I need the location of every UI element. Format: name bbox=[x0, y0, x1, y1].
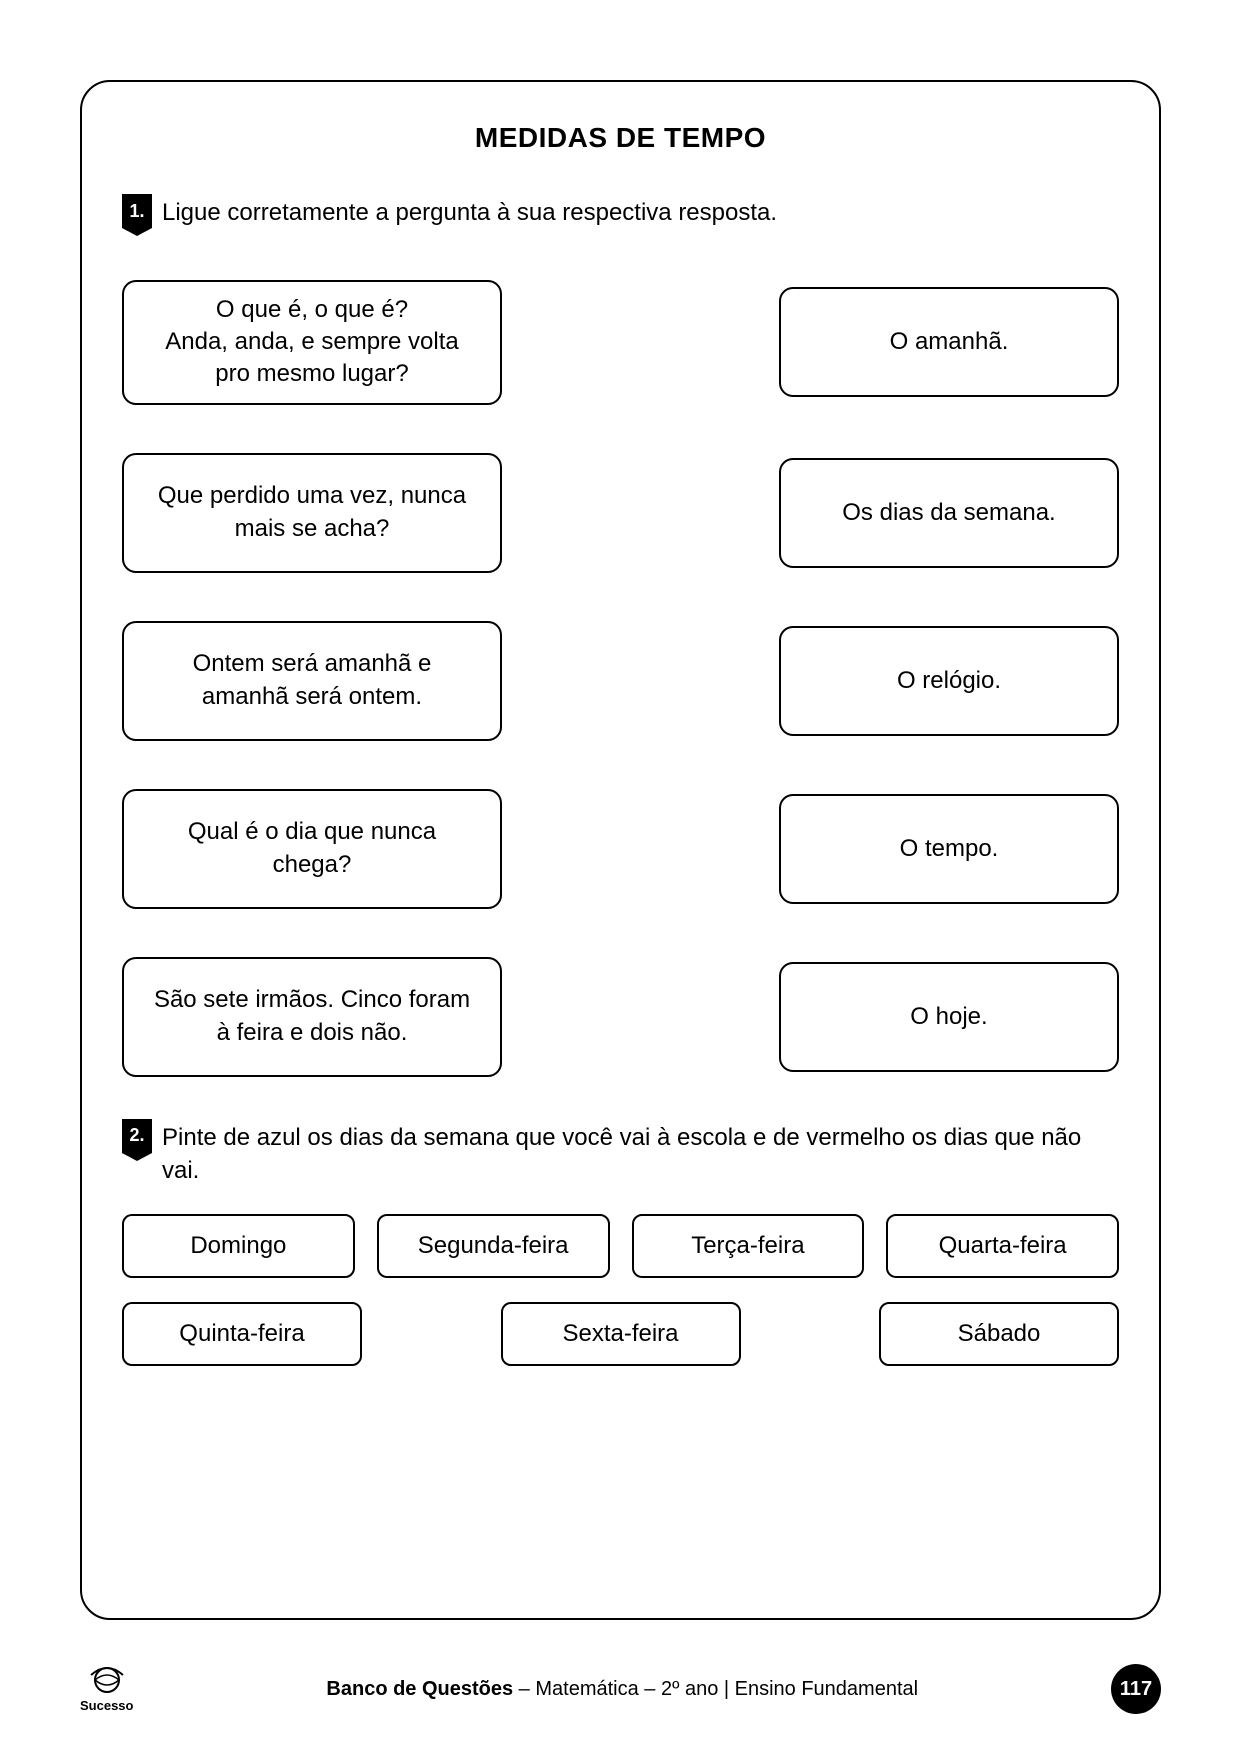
page-title: MEDIDAS DE TEMPO bbox=[122, 122, 1119, 154]
question-1: 1. Ligue corretamente a pergunta à sua r… bbox=[122, 194, 1119, 230]
page-number: 117 bbox=[1111, 1664, 1161, 1714]
answer-box[interactable]: O relógio. bbox=[779, 626, 1119, 736]
day-label: Quarta-feira bbox=[939, 1232, 1067, 1259]
question-number-badge: 2. bbox=[122, 1119, 152, 1153]
question-box-text: O que é, o que é?Anda, anda, e sempre vo… bbox=[165, 294, 459, 391]
footer-rest: – Matemática – 2º ano | Ensino Fundament… bbox=[513, 1678, 918, 1700]
publisher-logo: Sucesso bbox=[80, 1665, 133, 1713]
match-row: Qual é o dia que nuncachega? O tempo. bbox=[122, 789, 1119, 909]
matching-grid: O que é, o que é?Anda, anda, e sempre vo… bbox=[122, 280, 1119, 1077]
days-row-1: Domingo Segunda-feira Terça-feira Quarta… bbox=[122, 1214, 1119, 1278]
publisher-name: Sucesso bbox=[80, 1698, 133, 1713]
content-frame: MEDIDAS DE TEMPO 1. Ligue corretamente a… bbox=[80, 80, 1161, 1620]
question-box[interactable]: Qual é o dia que nuncachega? bbox=[122, 789, 502, 909]
answer-box-text: Os dias da semana. bbox=[842, 497, 1055, 529]
day-label: Sábado bbox=[958, 1320, 1041, 1347]
page-footer: Sucesso Banco de Questões – Matemática –… bbox=[80, 1664, 1161, 1714]
answer-box-text: O tempo. bbox=[900, 833, 999, 865]
match-row: Ontem será amanhã eamanhã será ontem. O … bbox=[122, 621, 1119, 741]
question-box-text: Ontem será amanhã eamanhã será ontem. bbox=[193, 648, 432, 713]
days-row-2: Quinta-feira Sexta-feira Sábado bbox=[122, 1302, 1119, 1366]
question-box[interactable]: O que é, o que é?Anda, anda, e sempre vo… bbox=[122, 280, 502, 405]
question-box-text: Que perdido uma vez, nuncamais se acha? bbox=[158, 480, 466, 545]
question-1-text: Ligue corretamente a pergunta à sua resp… bbox=[162, 194, 777, 230]
answer-box-text: O amanhã. bbox=[890, 326, 1009, 358]
answer-box[interactable]: O hoje. bbox=[779, 962, 1119, 1072]
footer-bold: Banco de Questões bbox=[326, 1678, 513, 1700]
day-box[interactable]: Quinta-feira bbox=[122, 1302, 362, 1366]
day-box[interactable]: Domingo bbox=[122, 1214, 355, 1278]
answer-box[interactable]: Os dias da semana. bbox=[779, 458, 1119, 568]
answer-box-text: O hoje. bbox=[910, 1001, 987, 1033]
question-box[interactable]: Ontem será amanhã eamanhã será ontem. bbox=[122, 621, 502, 741]
match-row: Que perdido uma vez, nuncamais se acha? … bbox=[122, 453, 1119, 573]
day-label: Segunda-feira bbox=[418, 1232, 569, 1259]
day-label: Quinta-feira bbox=[179, 1320, 304, 1347]
globe-icon bbox=[89, 1665, 125, 1698]
answer-box[interactable]: O tempo. bbox=[779, 794, 1119, 904]
question-2: 2. Pinte de azul os dias da semana que v… bbox=[122, 1119, 1119, 1188]
question-box-text: Qual é o dia que nuncachega? bbox=[188, 816, 436, 881]
worksheet-page: MEDIDAS DE TEMPO 1. Ligue corretamente a… bbox=[0, 0, 1241, 1754]
question-box[interactable]: Que perdido uma vez, nuncamais se acha? bbox=[122, 453, 502, 573]
match-row: São sete irmãos. Cinco foramà feira e do… bbox=[122, 957, 1119, 1077]
answer-box-text: O relógio. bbox=[897, 665, 1001, 697]
day-box[interactable]: Segunda-feira bbox=[377, 1214, 610, 1278]
footer-caption: Banco de Questões – Matemática – 2º ano … bbox=[133, 1678, 1111, 1701]
match-row: O que é, o que é?Anda, anda, e sempre vo… bbox=[122, 280, 1119, 405]
question-number-badge: 1. bbox=[122, 194, 152, 228]
day-label: Sexta-feira bbox=[562, 1320, 678, 1347]
day-box[interactable]: Sexta-feira bbox=[501, 1302, 741, 1366]
day-box[interactable]: Sábado bbox=[879, 1302, 1119, 1366]
day-box[interactable]: Quarta-feira bbox=[886, 1214, 1119, 1278]
question-2-text: Pinte de azul os dias da semana que você… bbox=[162, 1119, 1119, 1188]
question-box[interactable]: São sete irmãos. Cinco foramà feira e do… bbox=[122, 957, 502, 1077]
day-box[interactable]: Terça-feira bbox=[632, 1214, 865, 1278]
day-label: Terça-feira bbox=[691, 1232, 804, 1259]
question-box-text: São sete irmãos. Cinco foramà feira e do… bbox=[154, 984, 470, 1049]
answer-box[interactable]: O amanhã. bbox=[779, 287, 1119, 397]
day-label: Domingo bbox=[190, 1232, 286, 1259]
